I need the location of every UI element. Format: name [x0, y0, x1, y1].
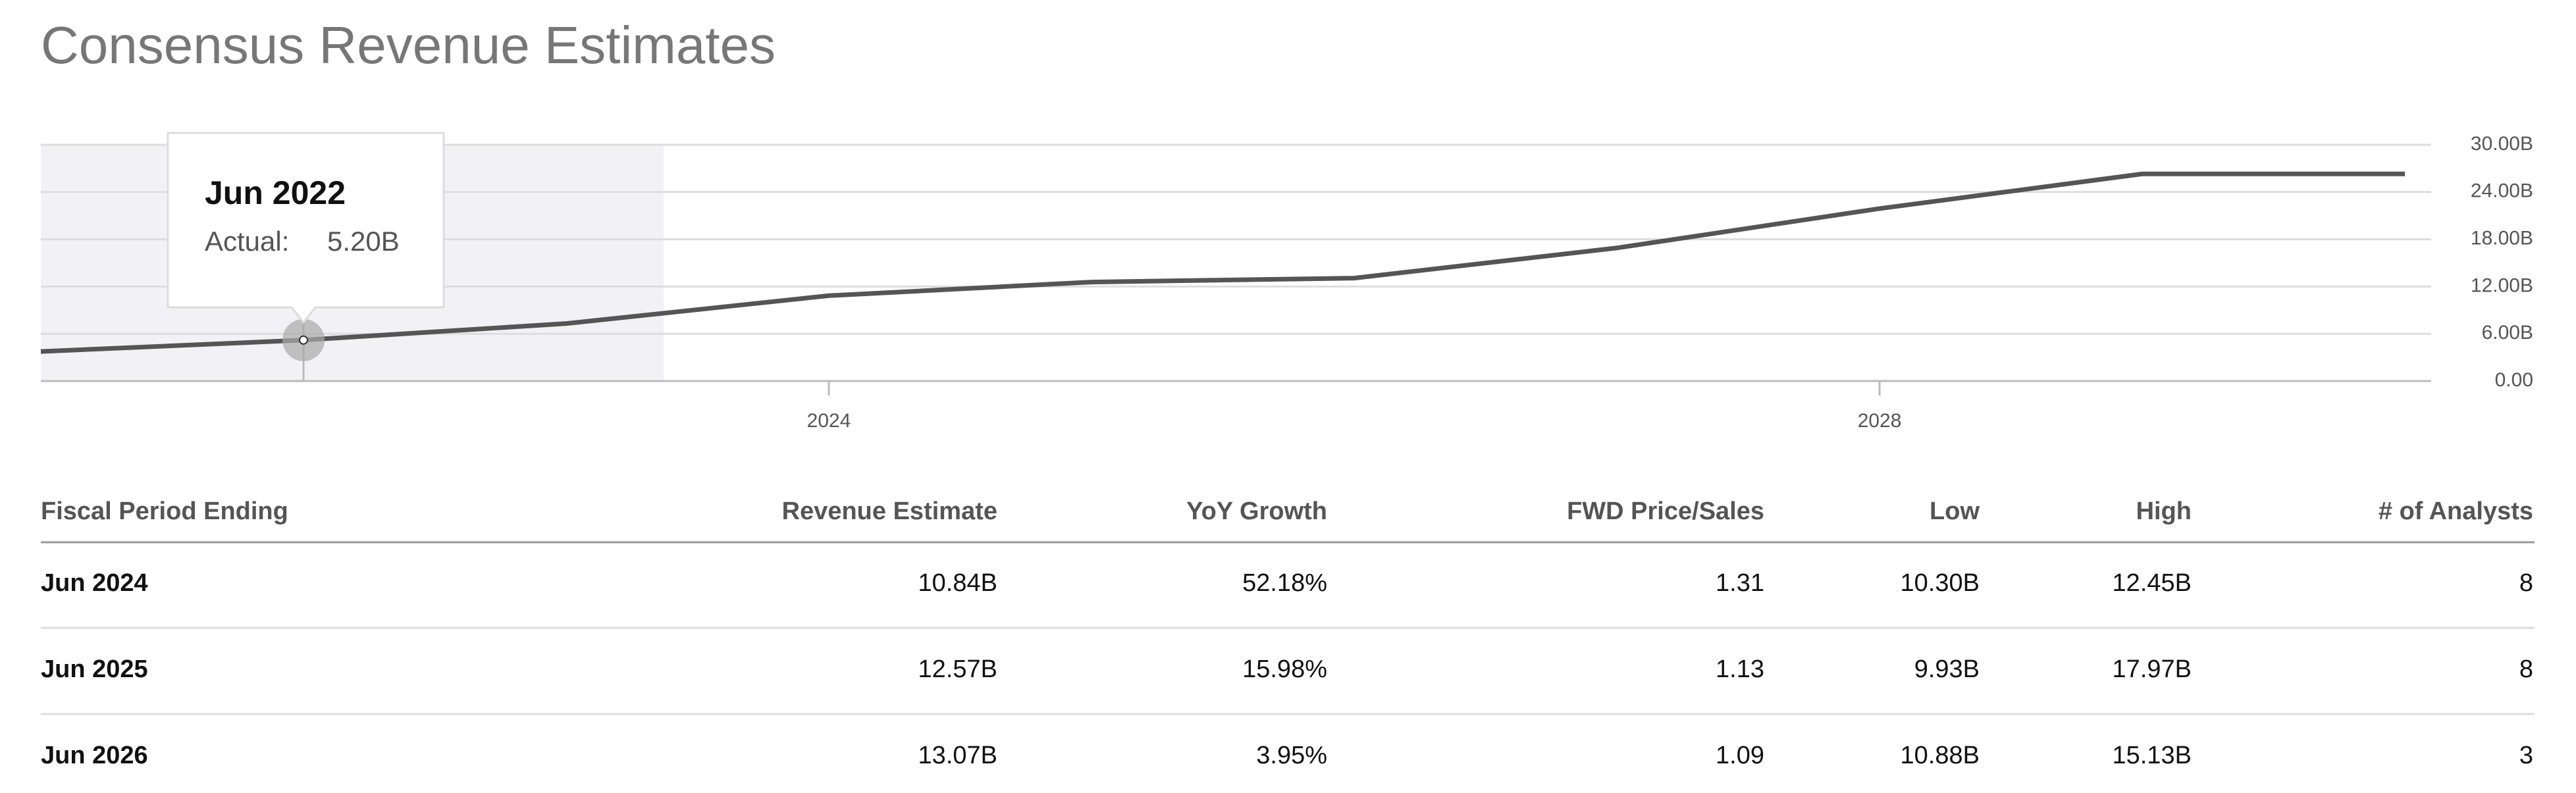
table-header: Fiscal Period Ending	[41, 498, 288, 525]
x-tick-label: 2028	[1858, 410, 1902, 432]
table-cell: 8	[2519, 569, 2533, 597]
x-tick-label: 2024	[807, 410, 851, 432]
table-cell: 8	[2519, 655, 2533, 683]
tooltip-box	[167, 132, 445, 324]
table-header: Low	[1930, 498, 1980, 525]
table-header: YoY Growth	[1186, 498, 1327, 525]
y-tick-label: 30.00B	[2471, 133, 2533, 155]
table-cell: 3.95%	[1256, 742, 1327, 769]
tooltip-label: Actual:	[205, 226, 289, 257]
table-cell: 1.13	[1716, 655, 1764, 683]
tooltip-value: 5.20B	[327, 226, 400, 257]
table-header: FWD Price/Sales	[1567, 498, 1764, 525]
table-cell: 1.09	[1716, 742, 1764, 769]
table-cell: 1.31	[1716, 569, 1764, 597]
chart-title: Consensus Revenue Estimates	[41, 16, 775, 74]
table-cell: 52.18%	[1242, 569, 1327, 597]
series-line	[40, 171, 2405, 354]
table-cell: 10.88B	[1901, 742, 1980, 769]
table-cell: Jun 2025	[41, 655, 148, 683]
table-cell: 17.97B	[2113, 655, 2192, 683]
table-header: High	[2136, 498, 2192, 525]
y-tick-label: 24.00B	[2471, 180, 2533, 202]
y-tick-label: 12.00B	[2471, 274, 2533, 296]
table-cell: Jun 2026	[41, 742, 148, 769]
tooltip-title: Jun 2022	[205, 174, 346, 211]
hover-dot	[299, 335, 309, 345]
table-cell: 3	[2519, 742, 2533, 769]
table-cell: 12.57B	[918, 655, 997, 683]
table-header: # of Analysts	[2379, 498, 2533, 525]
table-cell: 12.45B	[2113, 569, 2192, 597]
y-tick-label: 6.00B	[2482, 322, 2533, 344]
y-tick-label: 18.00B	[2471, 228, 2533, 249]
table-cell: 15.98%	[1242, 655, 1327, 683]
table-cell: 9.93B	[1914, 655, 1980, 683]
table-cell: 10.30B	[1901, 569, 1980, 597]
table-header: Revenue Estimate	[782, 498, 997, 525]
table-cell: 15.13B	[2113, 742, 2192, 769]
table-cell: 10.84B	[918, 569, 997, 597]
y-tick-label: 0.00	[2495, 369, 2533, 391]
table-cell: 13.07B	[918, 742, 997, 769]
table-cell: Jun 2024	[41, 569, 148, 597]
